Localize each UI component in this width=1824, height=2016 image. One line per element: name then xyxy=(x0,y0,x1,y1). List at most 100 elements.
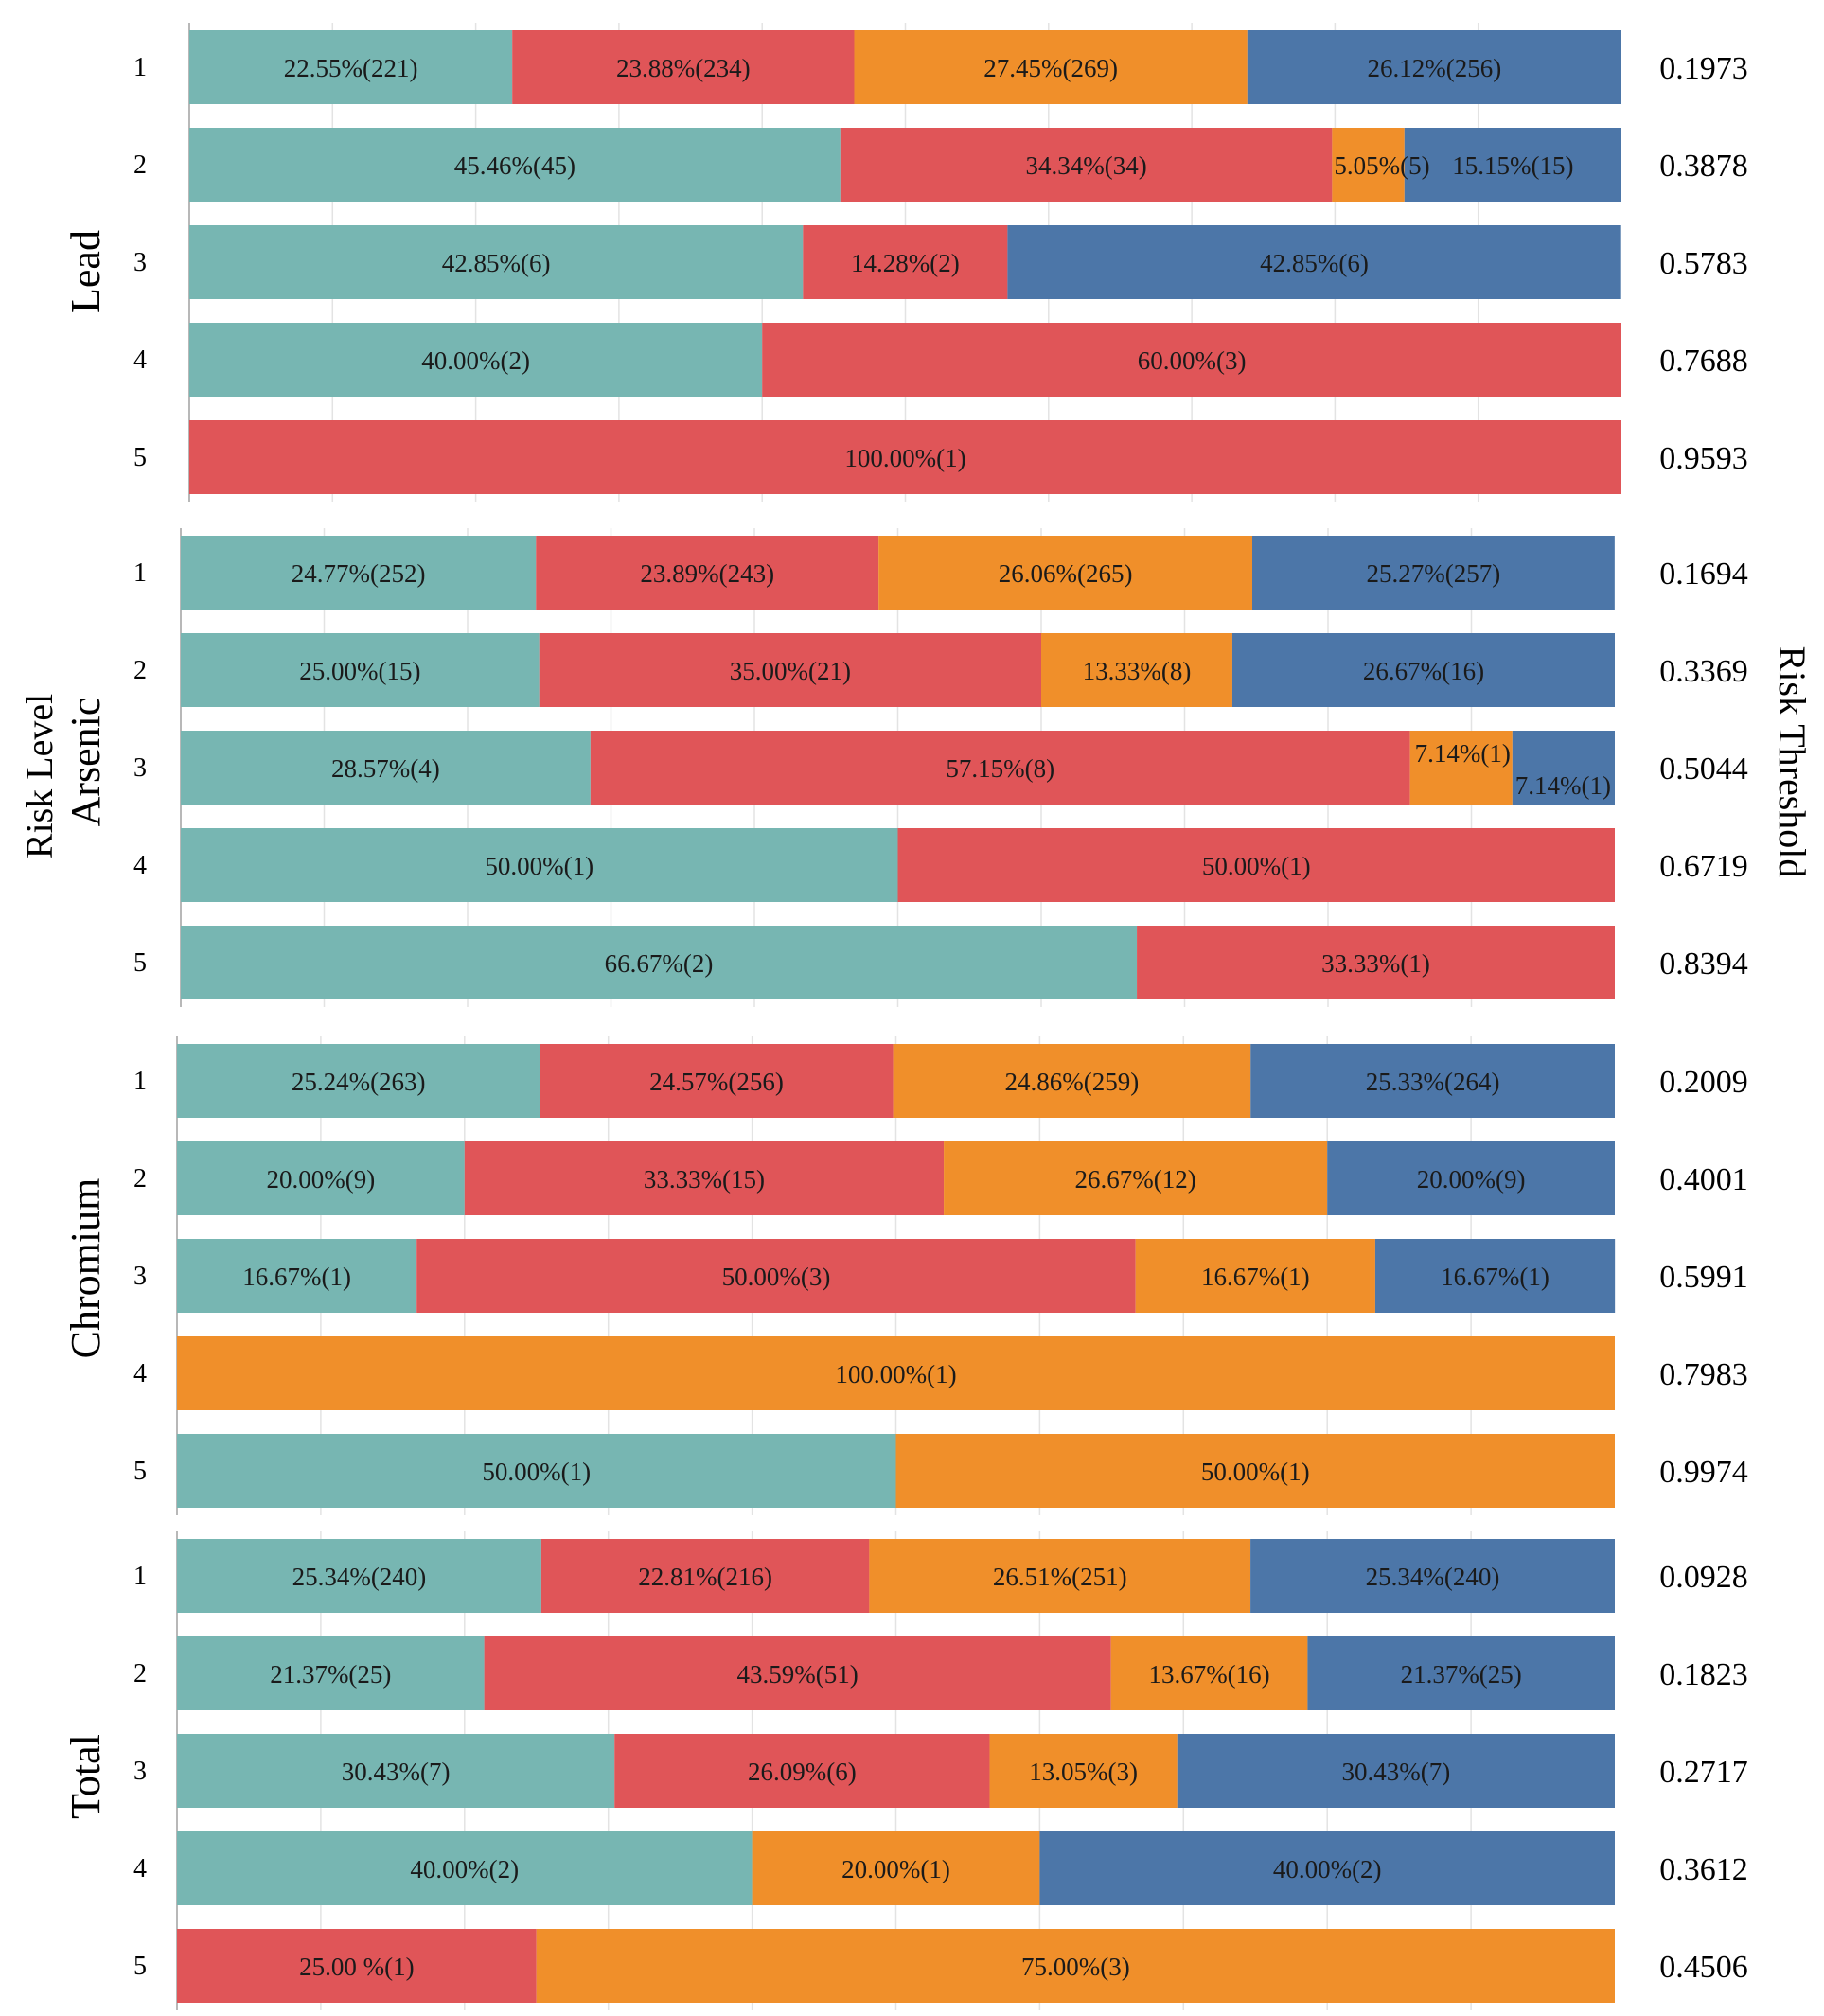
segment-label: 25.00%(15) xyxy=(299,657,420,685)
risk-level-label: 4 xyxy=(133,851,147,880)
bar-segment-teal xyxy=(177,1239,417,1313)
segment-label: 14.28%(2) xyxy=(851,249,960,277)
segment-label: 22.55%(221) xyxy=(284,54,418,82)
risk-level-label: 5 xyxy=(133,443,147,472)
bar-segment-orange xyxy=(878,536,1253,610)
segment-label: 50.00%(3) xyxy=(722,1263,831,1291)
segment-label: 21.37%(25) xyxy=(1401,1660,1522,1689)
bar-segment-red xyxy=(464,1141,945,1215)
bar-segment-orange xyxy=(895,1434,1615,1508)
panel-name: Arsenic xyxy=(62,698,109,827)
segment-label: 24.77%(252) xyxy=(292,559,426,588)
segment-label: 33.33%(1) xyxy=(1321,949,1430,978)
segment-label: 7.14%(1) xyxy=(1415,739,1511,768)
segment-label: 13.33%(8) xyxy=(1083,657,1192,685)
segment-label: 40.00%(2) xyxy=(410,1855,519,1883)
segment-label: 30.43%(7) xyxy=(1342,1758,1451,1786)
bar-segment-teal xyxy=(177,1831,753,1905)
segment-label: 26.67%(16) xyxy=(1363,657,1484,685)
bar-segment-blue xyxy=(1374,1239,1616,1313)
risk-threshold-value: 0.8394 xyxy=(1659,946,1748,981)
bar-segment-red xyxy=(762,323,1621,397)
segment-label: 20.00%(1) xyxy=(841,1855,950,1883)
segment-label: 25.34%(240) xyxy=(1366,1563,1500,1591)
segment-label: 16.67%(1) xyxy=(1441,1263,1550,1291)
risk-threshold-value: 0.1973 xyxy=(1659,51,1748,86)
risk-threshold-value: 0.1823 xyxy=(1659,1657,1748,1692)
risk-level-label: 5 xyxy=(133,1952,147,1981)
bar-segment-blue xyxy=(1007,225,1621,299)
segment-label: 5.05%(5) xyxy=(1334,151,1429,180)
risk-level-label: 1 xyxy=(133,1067,147,1096)
bar-segment-orange xyxy=(177,1336,1615,1410)
bar-segment-orange xyxy=(1332,128,1405,202)
bar-segment-orange xyxy=(944,1141,1328,1215)
risk-level-label: 2 xyxy=(133,656,147,685)
bar-segment-blue xyxy=(1512,731,1615,805)
bar-segment-red xyxy=(614,1734,990,1808)
bar-segment-red xyxy=(540,1044,894,1118)
risk-threshold-value: 0.7983 xyxy=(1659,1357,1748,1392)
bar-segment-teal xyxy=(189,30,513,104)
segment-label: 50.00%(1) xyxy=(1202,852,1311,880)
risk-threshold-value: 0.4506 xyxy=(1659,1950,1748,1985)
risk-threshold-value: 0.9974 xyxy=(1659,1455,1748,1490)
risk-level-label: 4 xyxy=(133,1359,147,1388)
risk-threshold-value: 0.3369 xyxy=(1659,654,1748,689)
segment-label: 40.00%(2) xyxy=(421,346,530,375)
segment-label: 26.67%(12) xyxy=(1075,1165,1196,1194)
bar-segment-orange xyxy=(536,1929,1615,2003)
segment-label: 100.00%(1) xyxy=(835,1360,956,1388)
risk-threshold-value: 0.2717 xyxy=(1659,1755,1748,1790)
bar-segment-blue xyxy=(1327,1141,1615,1215)
panel-name: Total xyxy=(62,1734,109,1819)
segment-label: 60.00%(3) xyxy=(1138,346,1247,375)
segment-label: 28.57%(4) xyxy=(331,754,440,783)
bar-segment-teal xyxy=(181,731,591,805)
bar-segment-red xyxy=(1137,926,1615,999)
segment-label: 23.89%(243) xyxy=(640,559,774,588)
risk-level-label: 5 xyxy=(133,1457,147,1486)
bar-segment-blue xyxy=(1250,1539,1615,1613)
segment-label: 16.67%(1) xyxy=(1201,1263,1310,1291)
segment-label: 25.24%(263) xyxy=(292,1068,426,1096)
bar-segment-red xyxy=(484,1636,1111,1710)
bar-segment-red xyxy=(897,828,1615,902)
segment-label: 40.00%(2) xyxy=(1273,1855,1382,1883)
segment-label: 100.00%(1) xyxy=(844,444,965,472)
segment-label: 25.34%(240) xyxy=(292,1563,427,1591)
segment-label: 25.33%(264) xyxy=(1366,1068,1500,1096)
bar-segment-teal xyxy=(181,633,540,707)
segment-label: 33.33%(15) xyxy=(644,1165,765,1194)
segment-label: 50.00%(1) xyxy=(485,852,593,880)
bar-segment-teal xyxy=(177,1539,541,1613)
risk-level-label: 4 xyxy=(133,1854,147,1883)
bar-segment-red xyxy=(536,536,879,610)
bar-segment-orange xyxy=(869,1539,1251,1613)
bar-segment-red xyxy=(540,1539,870,1613)
segment-label: 23.88%(234) xyxy=(616,54,751,82)
risk-threshold-value: 0.5783 xyxy=(1659,246,1748,281)
bar-segment-red xyxy=(177,1929,537,2003)
panel-name: Lead xyxy=(62,230,109,313)
y-axis-label: Risk Level xyxy=(18,694,61,858)
segment-label: 34.34%(34) xyxy=(1025,151,1146,180)
segment-label: 24.57%(256) xyxy=(649,1068,784,1096)
bar-segment-red xyxy=(539,633,1041,707)
bar-segment-orange xyxy=(1110,1636,1308,1710)
segment-label: 42.85%(6) xyxy=(1260,249,1369,277)
segment-label: 50.00%(1) xyxy=(482,1458,591,1486)
bar-segment-teal xyxy=(189,128,841,202)
bar-segment-blue xyxy=(1307,1636,1615,1710)
risk-level-label: 3 xyxy=(133,1262,147,1291)
bar-segment-teal xyxy=(181,926,1138,999)
risk-threshold-value: 0.3612 xyxy=(1659,1852,1748,1887)
risk-threshold-value: 0.5991 xyxy=(1659,1260,1748,1295)
segment-label: 43.59%(51) xyxy=(737,1660,859,1689)
bar-segment-red xyxy=(416,1239,1136,1313)
risk-threshold-value: 0.7688 xyxy=(1659,344,1748,379)
segment-label: 15.15%(15) xyxy=(1452,151,1573,180)
segment-label: 22.81%(216) xyxy=(638,1563,772,1591)
